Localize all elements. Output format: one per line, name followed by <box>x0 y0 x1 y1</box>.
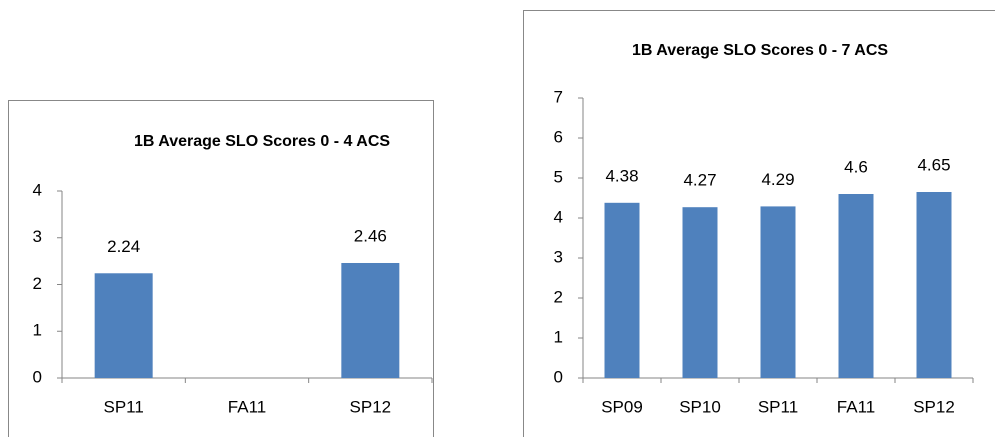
data-label: 4.29 <box>761 170 794 189</box>
y-tick-label: 1 <box>33 321 42 340</box>
y-tick-label: 6 <box>554 127 563 146</box>
y-tick-label: 2 <box>554 287 563 306</box>
chart-frame <box>523 10 995 437</box>
data-label: 4.65 <box>917 155 950 174</box>
data-label: 4.6 <box>844 157 868 176</box>
chart-title: 1B Average SLO Scores 0 - 4 ACS <box>134 133 390 150</box>
y-tick-label: 1 <box>554 327 563 346</box>
data-label: 4.27 <box>683 171 716 190</box>
y-tick-label: 0 <box>554 367 563 386</box>
y-tick-label: 4 <box>33 180 42 199</box>
data-label: 2.46 <box>354 226 387 245</box>
bar <box>604 202 640 378</box>
x-tick-label: SP09 <box>601 397 643 416</box>
x-tick-label: SP11 <box>104 397 144 416</box>
x-tick-label: SP12 <box>913 397 955 416</box>
y-tick-label: 7 <box>554 87 563 106</box>
y-tick-label: 3 <box>33 227 42 246</box>
y-tick-label: 0 <box>33 367 42 386</box>
y-tick-label: 2 <box>33 274 42 293</box>
y-tick-label: 3 <box>554 247 563 266</box>
chart-title: 1B Average SLO Scores 0 - 7 ACS <box>632 42 888 59</box>
y-tick-label: 4 <box>554 207 563 226</box>
bar <box>760 206 796 378</box>
x-tick-label: FA11 <box>837 397 875 416</box>
x-tick-label: SP11 <box>758 397 798 416</box>
x-tick-label: FA11 <box>228 397 266 416</box>
data-label: 2.24 <box>107 237 140 256</box>
bar <box>341 262 400 378</box>
x-tick-label: SP10 <box>679 397 721 416</box>
y-tick-label: 5 <box>554 167 563 186</box>
chart-frame <box>8 100 434 437</box>
x-tick-label: SP12 <box>350 397 392 416</box>
bar <box>682 207 718 378</box>
bar <box>838 194 874 378</box>
data-label: 4.38 <box>605 166 638 185</box>
bar <box>94 273 153 378</box>
bar <box>916 192 952 378</box>
